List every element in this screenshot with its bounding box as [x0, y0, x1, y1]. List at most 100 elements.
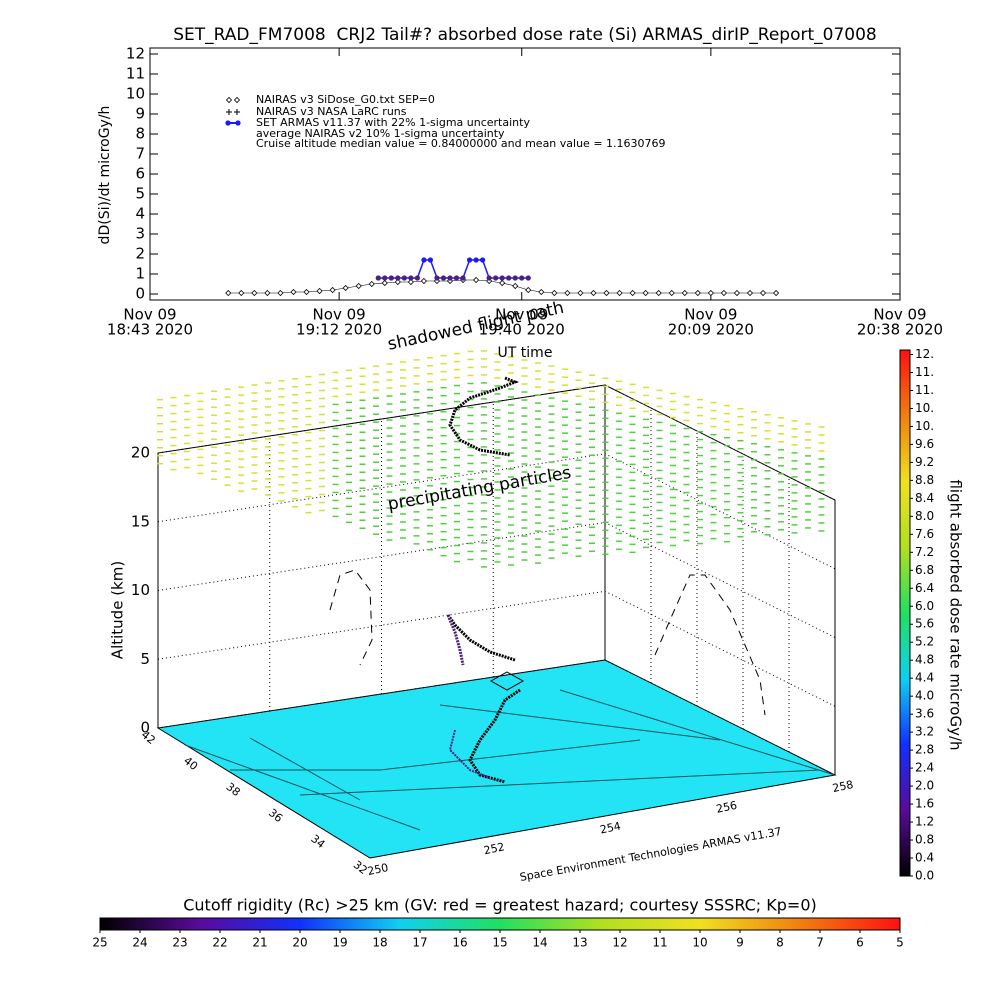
colorbar-tick-label: 9: [736, 936, 744, 950]
x-tick-label: Nov 09: [495, 306, 548, 324]
lon-tick-label: 258: [831, 778, 854, 795]
legend-label: NAIRAS v3 SiDose_G0.txt SEP=0: [256, 93, 435, 106]
point: [473, 257, 479, 263]
colorbar-tick-label: 4.8: [915, 653, 934, 667]
colorbar-tick-label: 0.8: [915, 833, 934, 847]
legend-label: SET ARMAS v11.37 with 22% 1-sigma uncert…: [256, 116, 530, 129]
point: [355, 282, 362, 290]
point: [394, 278, 401, 286]
colorbar-tick-label: 0.0: [915, 869, 934, 883]
flight-path-shadow: [329, 569, 373, 666]
colorbar-tick-label: 7.6: [915, 527, 934, 541]
y-tick-label: 8: [135, 125, 145, 143]
colorbar-tick-label: 16: [452, 936, 467, 950]
colorbar-tick-label: 13: [572, 936, 587, 950]
colorbar-tick-label: 10.: [915, 401, 934, 415]
colorbar-tick-label: 2.0: [915, 779, 934, 793]
y-tick-label: 7: [135, 145, 145, 163]
z-tick-label: 10: [131, 581, 150, 599]
colorbar-tick-label: 5: [896, 936, 904, 950]
point: [493, 275, 499, 281]
colorbar-tick-label: 24: [132, 936, 147, 950]
lon-tick-label: 256: [715, 799, 738, 816]
colorbar-tick-label: 3.2: [915, 725, 934, 739]
map-line: [439, 704, 721, 741]
point: [480, 257, 486, 263]
x-tick-label: 20:09 2020: [668, 321, 754, 339]
x-tick-label: 18:43 2020: [107, 321, 193, 339]
colorbar-tick-label: 1.6: [915, 797, 934, 811]
colorbar-tick-label: 12: [612, 936, 627, 950]
point: [707, 289, 714, 297]
legend-label: NAIRAS v3 NASA LaRC runs: [256, 105, 407, 118]
legend-marker: [225, 120, 231, 126]
lon-tick-label: 254: [599, 819, 622, 836]
point: [603, 289, 610, 297]
colorbar-tick-label: 14: [532, 936, 547, 950]
point: [420, 277, 427, 285]
colorbar-tick-label: 2.8: [915, 743, 934, 757]
z-axis-label: Altitude (km): [109, 561, 127, 659]
point: [512, 275, 518, 281]
point: [401, 275, 407, 281]
colorbar-tick-label: 6.8: [915, 563, 934, 577]
point: [251, 289, 258, 297]
colorbar-tick-label: 25: [92, 936, 107, 950]
x-axis-label: UT time: [498, 345, 553, 361]
flight-path-shadow: [448, 729, 491, 779]
colorbar: [899, 349, 911, 877]
colorbar-tick-label: 18: [372, 936, 387, 950]
point: [414, 275, 420, 281]
colorbar-tick-label: 15: [492, 936, 507, 950]
point: [759, 289, 767, 297]
legend-marker: [226, 109, 240, 115]
point: [427, 257, 434, 263]
y-tick-label: 4: [135, 205, 145, 223]
point: [506, 275, 512, 281]
point: [368, 280, 375, 288]
point: [408, 275, 414, 281]
y-tick-label: 12: [126, 45, 145, 63]
point: [694, 289, 701, 297]
point: [512, 282, 519, 290]
colorbar-tick-label: 21: [252, 936, 267, 950]
point: [453, 275, 460, 281]
point: [460, 275, 466, 281]
legend-marker: [233, 96, 241, 104]
colorbar-tick-label: 8.8: [915, 473, 934, 487]
x-tick-label: 19:12 2020: [296, 321, 382, 339]
flight-path: [446, 614, 465, 666]
colorbar-tick-label: 5.6: [915, 617, 934, 631]
z-tick-label: 15: [131, 512, 150, 530]
point: [733, 289, 741, 297]
colorbar-tick-label: 9.2: [915, 455, 934, 469]
point: [382, 275, 388, 281]
point: [440, 275, 447, 281]
colorbar-tick-label: 7: [816, 936, 824, 950]
point: [525, 286, 532, 294]
colorbar-tick-label: 7.2: [915, 545, 934, 559]
colorbar-tick-label: 6.4: [915, 581, 934, 595]
point: [342, 284, 349, 292]
map-line: [230, 739, 641, 771]
colorbar-tick-label: 4.4: [915, 671, 934, 685]
colorbar-tick-label: 4.0: [915, 689, 934, 703]
colorbar-tick-label: 8: [776, 936, 784, 950]
colorbar-tick-label: 11.: [915, 383, 934, 397]
point: [277, 289, 284, 297]
point: [466, 257, 473, 263]
point: [473, 276, 480, 284]
point: [746, 289, 754, 297]
y-axis-label: dD(Si)/dt microGy/h: [97, 106, 113, 245]
point: [375, 275, 381, 281]
colorbar-tick-label: 6.0: [915, 599, 934, 613]
point: [616, 289, 623, 297]
colorbar-tick-label: 22: [212, 936, 227, 950]
y-tick-label: 1: [135, 265, 145, 283]
colorbar-tick-label: 5.2: [915, 635, 934, 649]
point: [629, 289, 636, 297]
x-tick-label: 20:38 2020: [857, 321, 943, 339]
point: [447, 275, 453, 281]
point: [499, 275, 505, 281]
colorbar-tick-label: 19: [332, 936, 347, 950]
